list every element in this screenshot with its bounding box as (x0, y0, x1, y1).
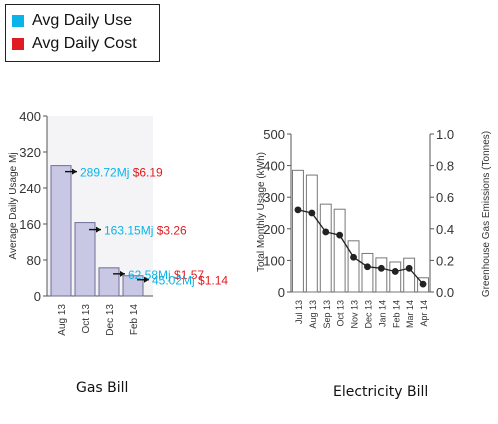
gas-y-tick-label: 80 (27, 253, 41, 268)
gas-bar (122, 275, 144, 297)
gas-annotation-cost: $6.19 (133, 166, 163, 180)
electricity-bill-caption: Electricity Bill (333, 384, 429, 400)
elec-bar (347, 240, 360, 293)
gas-annotation-usage: 62.58Mj (128, 268, 174, 282)
elec-y-tick-label: 100 (263, 253, 285, 268)
elec-emissions-point (308, 209, 316, 217)
elec-emissions-point (377, 264, 385, 272)
gas-bar (98, 267, 120, 297)
legend-label-use: Avg Daily Use (32, 12, 133, 29)
elec-emissions-point (336, 231, 344, 239)
elec-emissions-point (419, 280, 427, 288)
gas-x-tick-label: Dec 13 (105, 304, 116, 336)
legend-item-cost: Avg Daily Cost (12, 34, 137, 54)
gas-bar (50, 165, 72, 297)
elec-emissions-point (391, 268, 399, 275)
elec-emissions-point (350, 253, 357, 261)
elec-x-tick-label: Apr 14 (419, 300, 429, 327)
elec-x-tick-label: Aug 13 (308, 300, 318, 329)
legend-swatch-use (12, 15, 24, 27)
elec-x-tick-label: Feb 14 (391, 300, 401, 328)
gas-y-tick-label: 240 (19, 181, 41, 196)
gas-annotation-cost: $1.14 (198, 274, 228, 288)
elec-x-tick-label: Oct 13 (336, 300, 346, 327)
elec-y-tick-label: 0 (278, 285, 285, 300)
elec-x-tick-label: Sep 13 (322, 300, 332, 329)
gas-annotation-usage: 163.15Mj (104, 224, 157, 238)
gas-y-tick-label: 0 (34, 289, 41, 304)
gas-annotation-usage: 289.72Mj (80, 166, 133, 180)
elec-y2-tick-label: 0.4 (436, 222, 454, 237)
elec-x-tick-label: Nov 13 (350, 300, 360, 329)
elec-bar (305, 174, 318, 293)
gas-y-tick-label: 160 (19, 217, 41, 232)
elec-emissions-point (364, 263, 371, 271)
gas-annotation-arrowhead (144, 276, 149, 283)
elec-y2-tick-label: 0.6 (436, 190, 454, 205)
gas-annotation-usage: 45.02Mj (152, 274, 198, 288)
gas-annotation-cost: $1.57 (174, 268, 204, 282)
elec-x-tick-label: Jan 14 (377, 300, 387, 327)
elec-y2-tick-label: 0.2 (436, 253, 454, 268)
elec-bar (389, 261, 402, 293)
gas-annotation-arrowhead (120, 270, 125, 277)
elec-bar (361, 252, 374, 293)
gas-bill-caption: Gas Bill (76, 380, 129, 396)
gas-bar (74, 222, 96, 297)
elec-bar (292, 169, 304, 293)
elec-y-tick-label: 200 (263, 222, 285, 237)
gas-x-tick-label: Aug 13 (57, 304, 68, 336)
elec-bar (319, 203, 332, 293)
gas-y-tick-label: 320 (19, 145, 41, 160)
elec-x-tick-label: Mar 14 (405, 300, 415, 328)
elec-y2-tick-label: 1.0 (436, 127, 454, 142)
elec-emissions-point (322, 228, 330, 236)
elec-y2-axis-label: Greenhouse Gas Emissions (Tonnes) (481, 131, 492, 297)
elec-x-tick-label: Jul 13 (294, 300, 304, 324)
elec-emissions-point (294, 206, 302, 214)
elec-y-tick-label: 400 (263, 159, 285, 174)
elec-y-tick-label: 300 (263, 190, 285, 205)
gas-annotation-cost: $3.26 (157, 224, 187, 238)
elec-y2-tick-label: 0.0 (436, 285, 454, 300)
gas-annotation: 163.15Mj $3.26 (104, 224, 187, 238)
gas-annotation-arrowhead (72, 168, 77, 175)
legend-label-cost: Avg Daily Cost (32, 35, 137, 52)
chart-legend: Avg Daily Use Avg Daily Cost (5, 4, 160, 62)
gas-annotation: 62.58Mj $1.57 (128, 268, 204, 282)
gas-x-tick-label: Oct 13 (81, 304, 92, 334)
legend-item-use: Avg Daily Use (12, 11, 132, 31)
elec-y-axis-label: Total Monthly Usage (kWh) (256, 152, 267, 272)
gas-annotation-arrowhead (96, 226, 101, 233)
gas-annotation: 289.72Mj $6.19 (80, 166, 163, 180)
gas-y-tick-label: 400 (19, 109, 41, 124)
legend-swatch-cost (12, 38, 24, 50)
gas-x-tick-label: Feb 14 (129, 304, 140, 336)
elec-bar (333, 208, 346, 293)
elec-bar (375, 257, 388, 293)
elec-emissions-line (297, 209, 424, 285)
elec-x-tick-label: Dec 13 (363, 300, 373, 329)
elec-bar (403, 257, 416, 293)
gas-annotation: 45.02Mj $1.14 (152, 274, 228, 288)
elec-y2-tick-label: 0.8 (436, 159, 454, 174)
gas-y-axis-label: Average Daily Usage Mj (8, 152, 19, 259)
elec-y-tick-label: 500 (263, 127, 285, 142)
elec-emissions-point (405, 264, 413, 272)
